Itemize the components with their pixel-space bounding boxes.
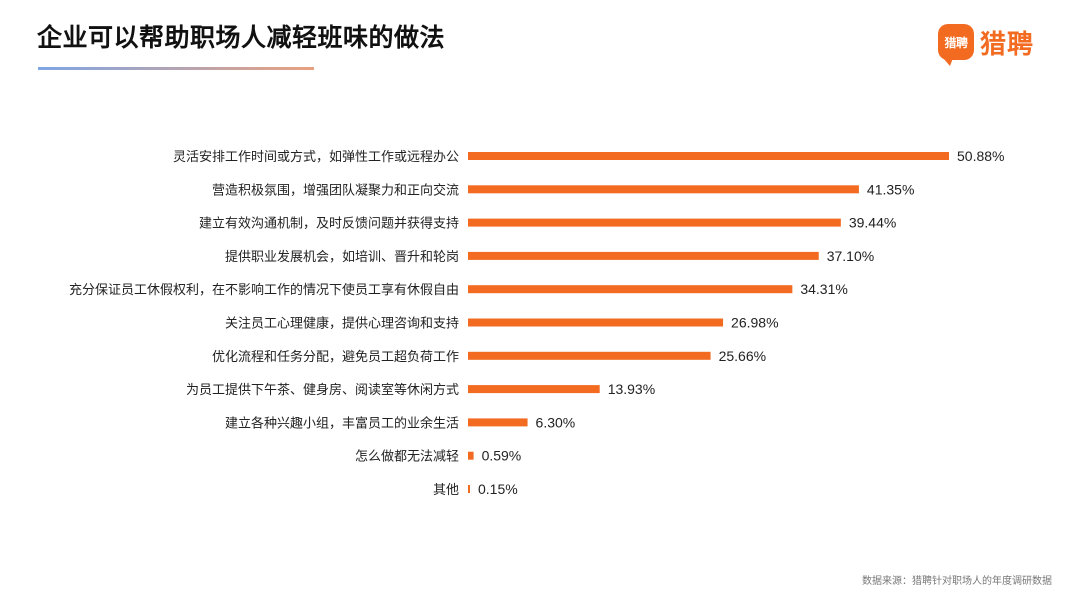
category-label: 优化流程和任务分配，避免员工超负荷工作 <box>212 349 459 365</box>
bar <box>468 152 949 160</box>
value-label: 41.35% <box>867 181 914 197</box>
logo-icon-text: 猎聘 <box>944 35 968 50</box>
category-label: 怎么做都无法减轻 <box>355 450 459 465</box>
category-label: 为员工提供下午茶、健身房、阅读室等休闲方式 <box>186 382 459 398</box>
category-label: 关注员工心理健康，提供心理咨询和支持 <box>225 316 459 332</box>
category-label: 建立各种兴趣小组，丰富员工的业余生活 <box>225 415 459 431</box>
bar <box>468 385 600 394</box>
bar <box>468 418 528 427</box>
bar <box>468 351 711 360</box>
value-label: 0.59% <box>482 448 522 464</box>
bar <box>468 251 819 260</box>
liepin-logo: 猎聘 猎聘 <box>938 22 1035 66</box>
logo-text: 猎聘 <box>980 29 1035 60</box>
value-label: 50.88% <box>957 148 1004 164</box>
bar <box>468 318 724 327</box>
value-label: 25.66% <box>719 348 766 364</box>
value-label: 26.98% <box>731 315 778 331</box>
category-label: 营造积极氛围，增强团队凝聚力和正向交流 <box>212 182 459 198</box>
category-label: 建立有效沟通机制，及时反馈问题并获得支持 <box>199 216 459 232</box>
category-label: 其他 <box>433 483 459 498</box>
value-label: 37.10% <box>827 248 874 264</box>
category-label: 灵活安排工作时间或方式，如弹性工作或远程办公 <box>173 149 459 165</box>
bar <box>468 185 859 194</box>
bar <box>468 218 841 227</box>
source-note: 数据来源：猎聘针对职场人的年度调研数据 <box>862 576 1052 587</box>
page-title: 企业可以帮助职场人减轻班味的做法 <box>37 23 446 52</box>
value-label: 34.31% <box>800 281 847 297</box>
category-label: 提供职业发展机会，如培训、晋升和轮岗 <box>225 249 459 265</box>
value-label: 39.44% <box>849 215 896 231</box>
value-label: 0.15% <box>478 481 518 497</box>
bar <box>468 451 474 460</box>
speech-bubble-logo-icon: 猎聘 <box>938 24 974 66</box>
bar <box>468 285 793 294</box>
title-underline <box>38 67 314 70</box>
category-label: 充分保证员工休假权利，在不影响工作的情况下使员工享有休假自由 <box>69 282 459 298</box>
bar <box>468 485 470 493</box>
value-label: 6.30% <box>536 414 576 430</box>
value-label: 13.93% <box>608 381 655 397</box>
